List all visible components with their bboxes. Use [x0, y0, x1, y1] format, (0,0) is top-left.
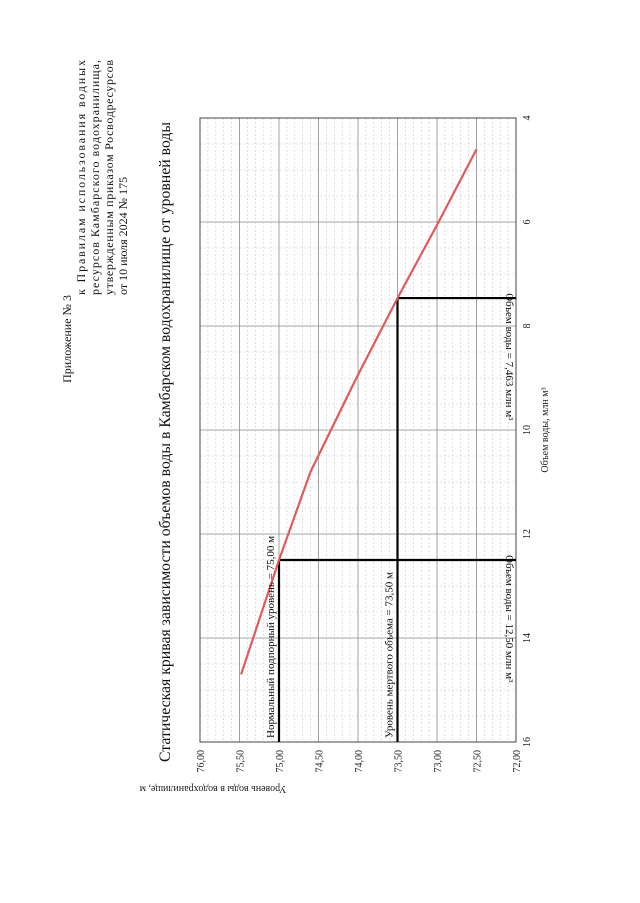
- axes: 4 6 8 10 12 14 16 72,00 72,50 73,00 73,50 74,00 74,5…: [196, 116, 533, 773]
- chart-title: Статическая кривая зависимости объемов в…: [157, 121, 174, 762]
- annotations: Нормальный подпорный уровень = 75,00 м Ур…: [265, 293, 515, 738]
- x-tick-label: 10: [522, 425, 533, 435]
- x-tick-label: 14: [522, 633, 533, 643]
- header-line-4: утвержденным приказом Росводресурсов: [102, 60, 116, 295]
- appendix-header: Приложение № 3 к Правилам использования …: [60, 60, 130, 383]
- reference-lines: [277, 296, 516, 742]
- plot-frame: [199, 117, 517, 743]
- header-line-1: Приложение № 3: [60, 295, 74, 383]
- level-reference-label: Нормальный подпорный уровень = 75,00 м: [265, 536, 277, 738]
- y-tick-label: 75,00: [275, 750, 286, 773]
- header-line-5: от 10 июля 2024 № 175: [116, 177, 130, 295]
- series-line: [240, 148, 478, 675]
- y-tick-label: 73,50: [394, 750, 405, 773]
- y-tick-label: 75,50: [236, 750, 247, 773]
- y-tick-label: 76,00: [196, 750, 207, 773]
- y-tick-label: 72,00: [512, 750, 523, 773]
- header-line-3: ресурсов Камбарского водохранилища,: [88, 60, 102, 295]
- x-tick-label: 4: [522, 116, 533, 121]
- volume-reference-label: Объем воды = 7,463 млн м³: [503, 293, 515, 421]
- level-reference-label: Уровень мертвого объема = 73,50 м: [384, 572, 396, 738]
- x-axis-label: Объем воды, млн м³: [540, 387, 551, 472]
- grid: [199, 117, 517, 743]
- header-line-2: к Правилам использования водных: [74, 60, 88, 295]
- series: [240, 148, 478, 675]
- y-tick-label: 74,00: [354, 750, 365, 773]
- y-axis-label: Уровень воды в водохранилище, м: [139, 783, 286, 794]
- x-tick-label: 12: [522, 529, 533, 539]
- x-tick-label: 8: [522, 324, 533, 329]
- y-tick-label: 74,50: [315, 750, 326, 773]
- x-tick-label: 16: [522, 737, 533, 747]
- y-tick-label: 73,00: [433, 750, 444, 773]
- volume-reference-label: Объем воды = 12,50 млн м³: [503, 555, 515, 683]
- y-tick-label: 72,50: [473, 750, 484, 773]
- x-tick-label: 6: [522, 220, 533, 225]
